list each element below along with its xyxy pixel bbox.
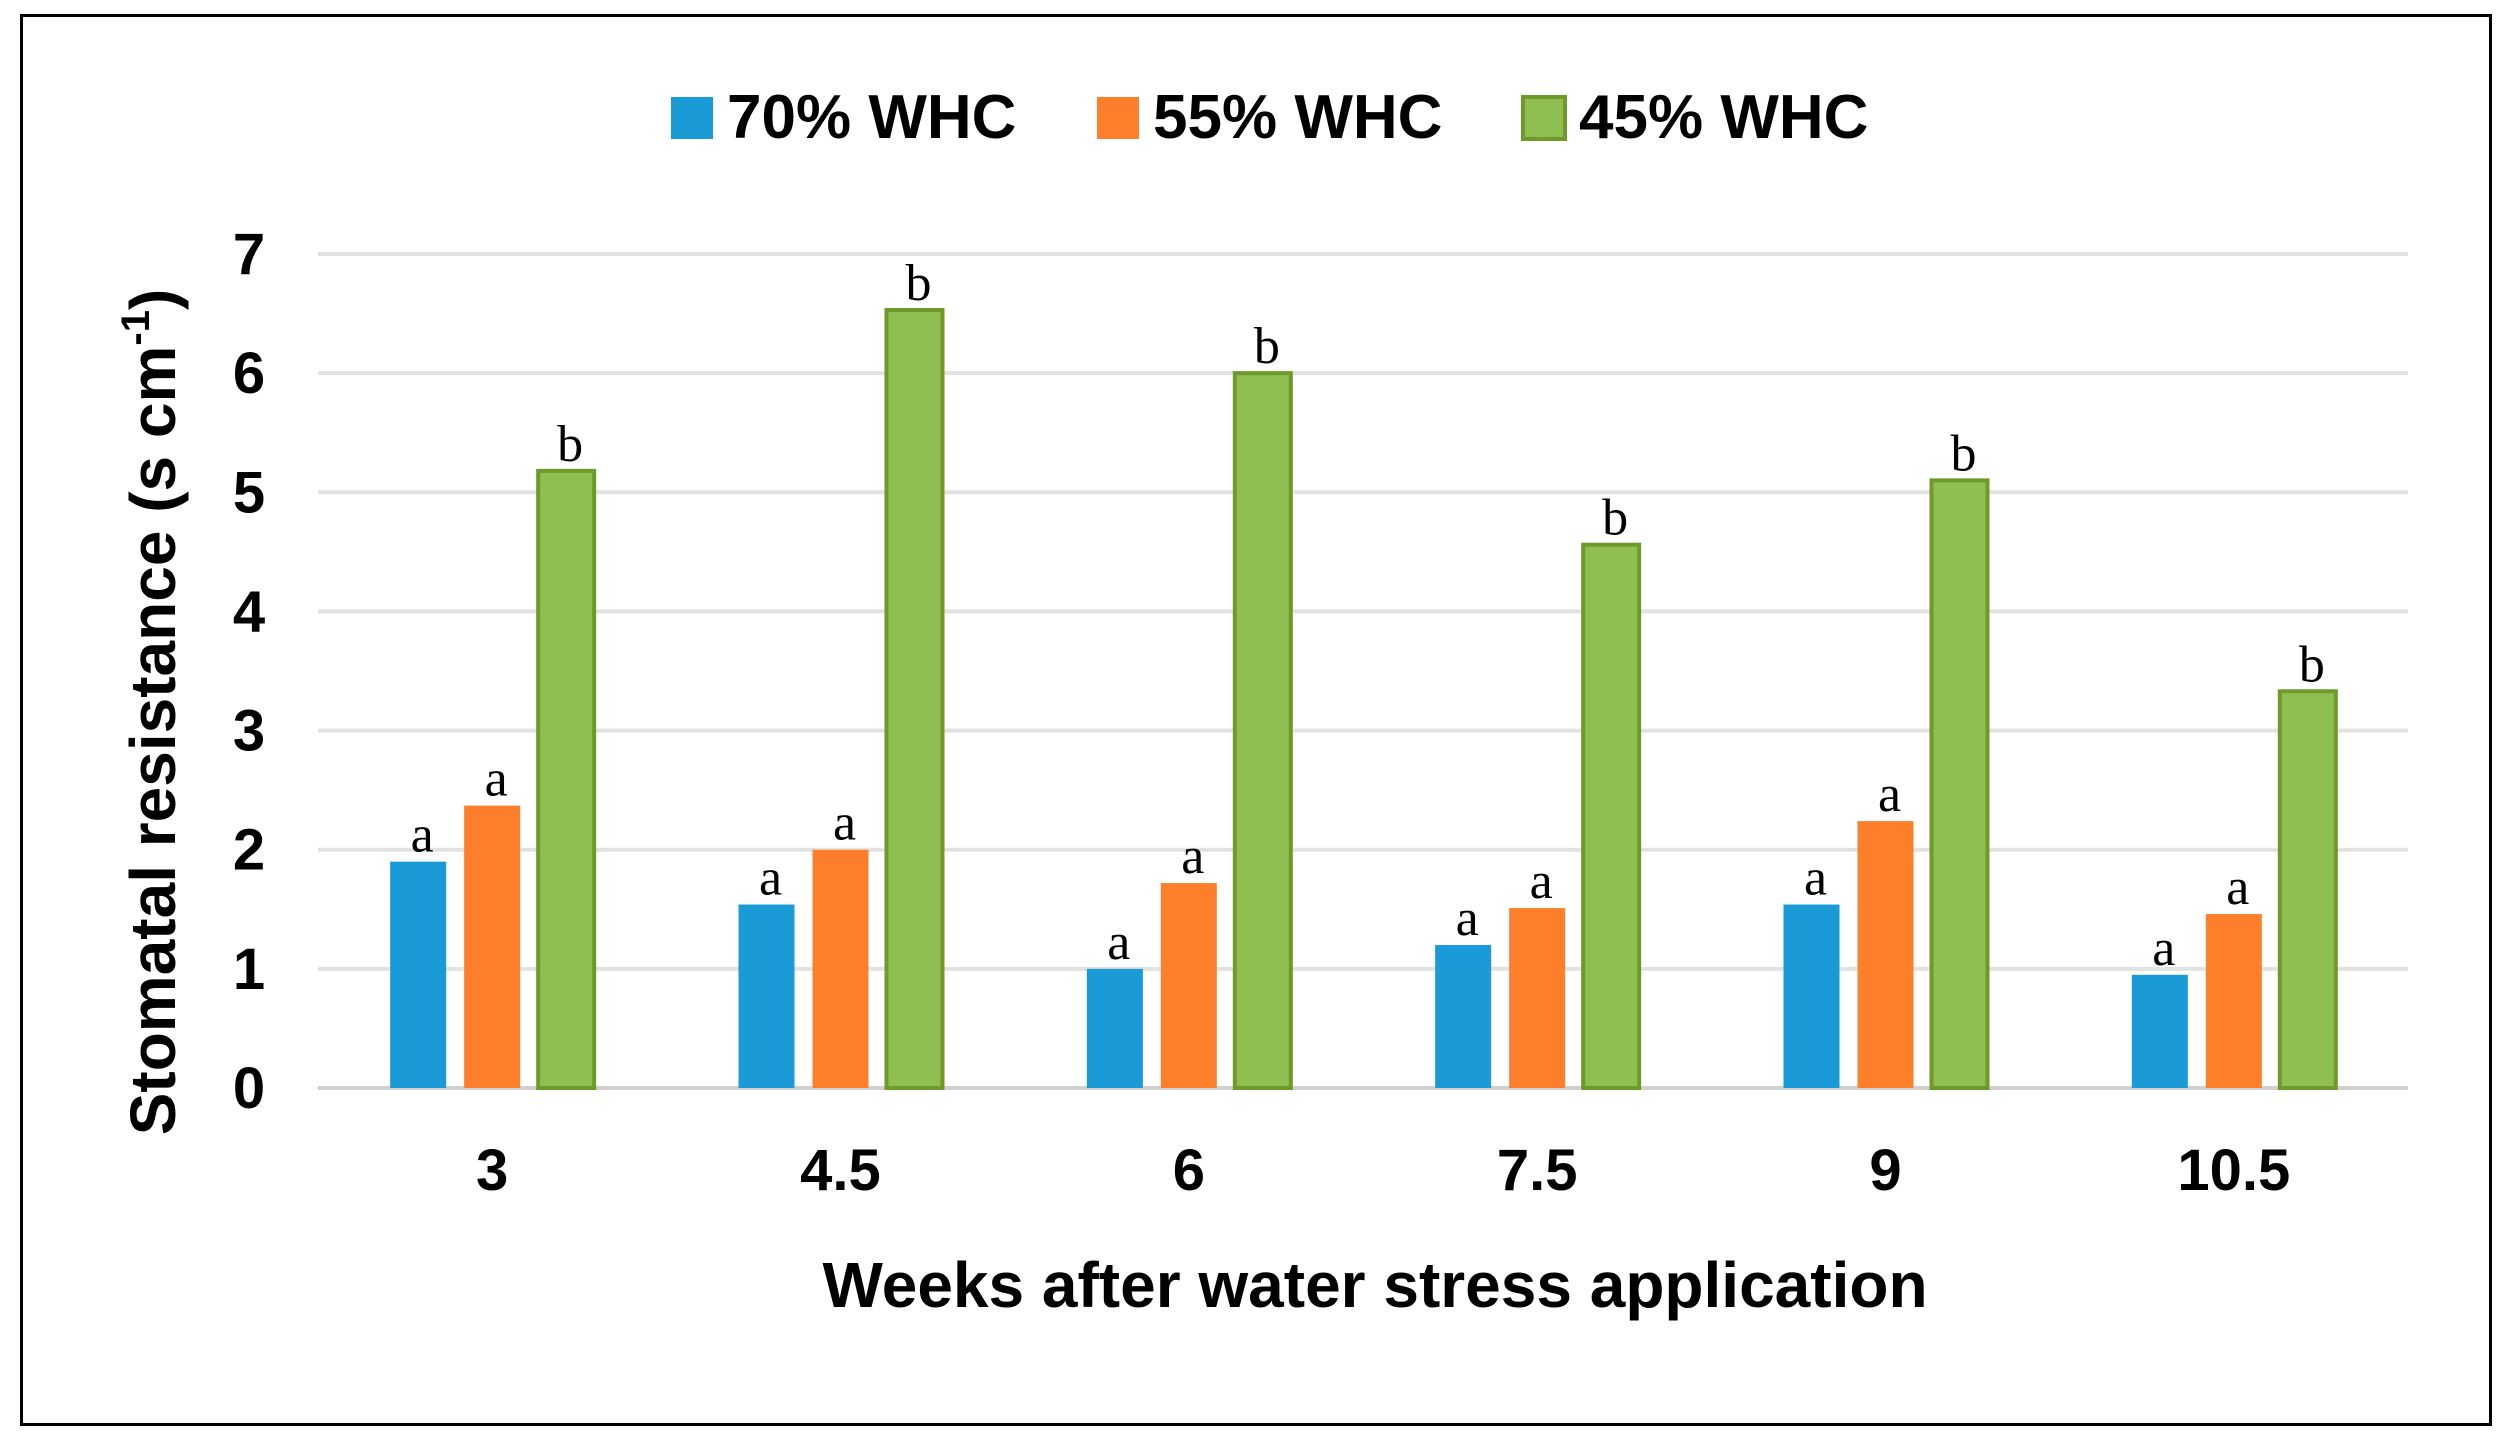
bar-significance-label: a: [1181, 828, 1204, 885]
legend-swatch: [1097, 97, 1139, 139]
y-tick-label: 7: [233, 222, 265, 287]
bar-significance-label: a: [2152, 920, 2175, 977]
y-axis-title-main: Stomatal resistance (s cm: [117, 346, 189, 1136]
bar-significance-label: a: [1456, 890, 1479, 947]
y-tick-label: 0: [233, 1056, 265, 1121]
bar-significance-label: a: [1530, 853, 1553, 910]
bar-significance-label: b: [1602, 490, 1628, 547]
x-tick-label: 9: [1869, 1138, 1901, 1203]
x-axis-title: Weeks after water stress application: [822, 1249, 1927, 1321]
legend-swatch: [1521, 95, 1567, 141]
legend: 70% WHC 55% WHC 45% WHC: [671, 83, 1868, 152]
bar: [812, 849, 869, 1088]
x-tick-label: 10.5: [2177, 1138, 2290, 1203]
bar-significance-label: a: [1878, 766, 1901, 823]
bar-significance-label: a: [1804, 850, 1827, 907]
bar-significance-label: a: [411, 807, 434, 864]
x-tick-label: 6: [1173, 1138, 1205, 1203]
bar: [536, 468, 597, 1090]
bar: [1783, 904, 1840, 1088]
bar: [1929, 478, 1990, 1091]
y-tick-label: 5: [233, 460, 265, 525]
bar-significance-label: a: [1107, 914, 1130, 971]
x-tick-label: 4.5: [800, 1138, 881, 1203]
bar: [2131, 974, 2188, 1088]
y-tick-label: 6: [233, 341, 265, 406]
bar-significance-label: a: [759, 850, 782, 907]
bar: [1160, 883, 1217, 1088]
y-tick-label: 3: [233, 699, 265, 764]
bar: [2277, 689, 2338, 1090]
bar: [1509, 908, 1566, 1088]
y-axis-title: Stomatal resistance (s cm-1): [114, 289, 189, 1136]
bar-significance-label: b: [2299, 636, 2325, 693]
grid-lines: [318, 252, 2408, 1090]
bar-significance-label: a: [485, 751, 508, 808]
bar: [2205, 914, 2262, 1088]
bar: [1581, 542, 1642, 1090]
bar: [390, 861, 447, 1088]
legend-label: 70% WHC: [727, 83, 1016, 152]
bar-significance-label: a: [2226, 859, 2249, 916]
bar-significance-label: b: [906, 255, 932, 312]
bar-significance-label: b: [1951, 425, 1977, 482]
y-axis-title-superscript: -1: [114, 310, 158, 346]
y-axis-title-close: ): [117, 289, 189, 310]
y-tick-label: 1: [233, 937, 265, 1002]
y-tick-label: 2: [233, 818, 265, 883]
x-tick-label: 3: [476, 1138, 508, 1203]
y-axis-ticks: 0 1 2 3 4 5 6 7: [233, 222, 265, 1121]
legend-label: 45% WHC: [1579, 83, 1868, 152]
x-tick-label: 7.5: [1497, 1138, 1578, 1203]
bar: [1435, 945, 1492, 1088]
bar: [884, 307, 945, 1090]
legend-label: 55% WHC: [1153, 83, 1442, 152]
bar: [464, 805, 521, 1088]
x-axis-ticks: 3 4.5 6 7.5 9 10.5: [476, 1138, 2290, 1203]
bars: [390, 307, 2338, 1091]
bar-significance-label: a: [833, 795, 856, 852]
y-tick-label: 4: [233, 579, 265, 644]
legend-swatch: [671, 97, 713, 139]
bar: [1086, 968, 1143, 1088]
bar: [1232, 371, 1293, 1090]
bar-significance-label: b: [557, 416, 583, 473]
bar-significance-label: b: [1254, 318, 1280, 375]
bar: [738, 904, 795, 1088]
bar: [1857, 821, 1914, 1088]
